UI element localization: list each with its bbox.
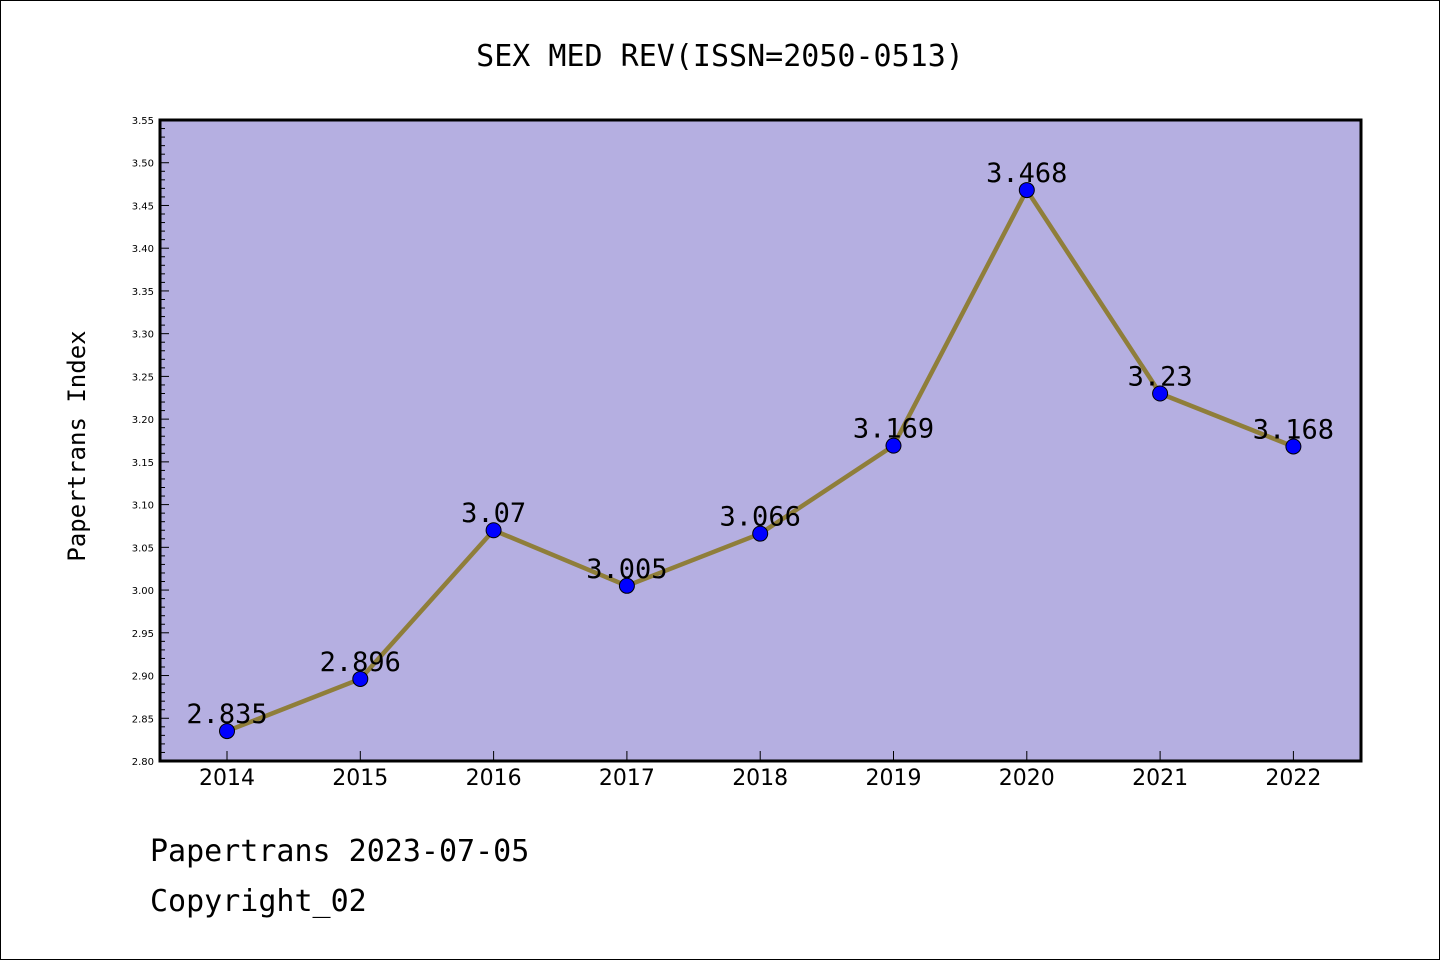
x-tick-label: 2022	[1265, 766, 1321, 791]
y-tick-label: 2.90	[132, 672, 154, 683]
y-tick-label: 2.85	[132, 714, 154, 725]
y-tick-label: 3.20	[132, 415, 154, 426]
y-axis-label: Papertrans Index	[63, 330, 91, 561]
data-label: 3.169	[853, 414, 934, 445]
x-tick-label: 2019	[866, 766, 922, 791]
data-point	[1152, 385, 1169, 402]
data-point	[352, 670, 369, 687]
x-tick-label: 2014	[199, 766, 255, 791]
y-tick-label: 3.50	[132, 159, 154, 170]
data-label: 3.168	[1253, 414, 1334, 445]
footer-date: Papertrans 2023-07-05	[150, 834, 530, 869]
series-group: 2.835 2.896 3.07 3.005 3.066 3.169 3.468 3.23 3.…	[186, 158, 1334, 740]
data-label: 3.066	[720, 502, 801, 533]
x-tick-label: 2018	[732, 766, 788, 791]
x-axis-ticks: 2014 2015 2016 2017 2018 2019 2020 2021 2022	[199, 751, 1321, 791]
y-tick-label: 3.40	[132, 244, 154, 255]
data-label: 3.23	[1128, 361, 1193, 392]
y-tick-label: 3.30	[132, 330, 154, 341]
y-tick-label: 3.05	[132, 543, 154, 554]
y-tick-label: 3.35	[132, 287, 154, 298]
data-point	[885, 437, 902, 454]
data-point	[1018, 182, 1035, 199]
y-tick-label: 3.15	[132, 458, 154, 469]
y-tick-label: 3.00	[132, 586, 154, 597]
data-label: 3.468	[986, 158, 1067, 189]
x-tick-label: 2015	[332, 766, 388, 791]
x-tick-label: 2020	[999, 766, 1055, 791]
y-tick-label: 3.25	[132, 372, 154, 383]
data-label: 2.896	[320, 647, 401, 678]
data-point	[1285, 438, 1302, 455]
plot-border	[158, 118, 1363, 763]
data-label: 3.005	[586, 554, 667, 585]
data-point	[618, 577, 635, 594]
x-tick-label: 2017	[599, 766, 655, 791]
y-tick-label: 3.10	[132, 501, 154, 512]
y-tick-label: 2.95	[132, 629, 154, 640]
data-point	[752, 525, 769, 542]
x-tick-label: 2016	[466, 766, 522, 791]
y-tick-label: 2.80	[132, 757, 154, 768]
chart-title: SEX MED REV(ISSN=2050-0513)	[476, 39, 964, 74]
data-label: 3.07	[461, 498, 526, 529]
data-label: 2.835	[186, 699, 267, 730]
x-tick-label: 2021	[1132, 766, 1188, 791]
footer-copyright: Copyright_02	[150, 884, 367, 919]
data-point	[219, 723, 235, 740]
y-tick-label: 3.45	[132, 201, 154, 212]
data-point	[485, 522, 502, 539]
plot-area	[160, 120, 1361, 761]
y-tick-label: 3.55	[132, 116, 154, 127]
